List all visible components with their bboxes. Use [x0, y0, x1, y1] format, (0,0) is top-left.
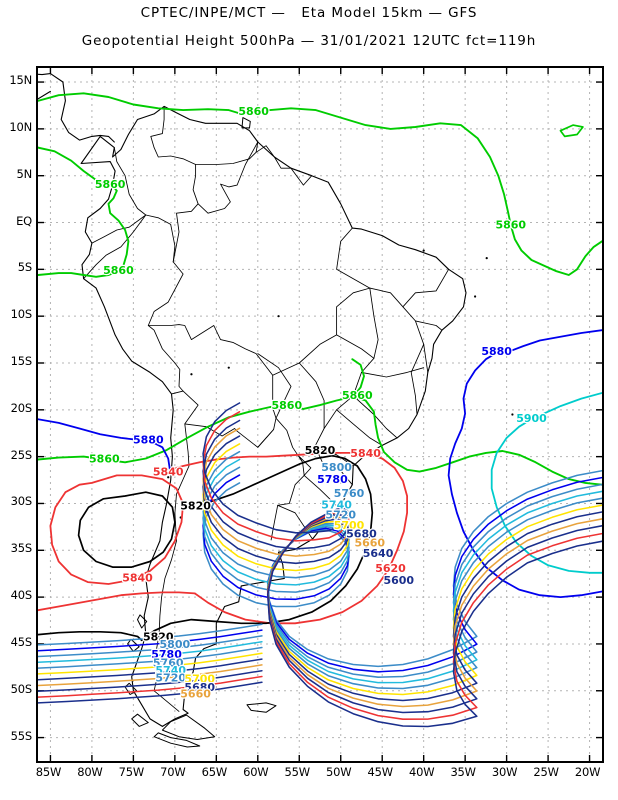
- contour-line: [351, 358, 365, 398]
- y-tick-label: 10S: [10, 307, 33, 322]
- x-tick-label: 75W: [118, 765, 145, 779]
- contour-label: 5840: [153, 466, 184, 479]
- contour-line: [38, 591, 196, 612]
- y-tick-label: 30S: [10, 494, 33, 509]
- contour-line: [490, 392, 602, 574]
- contour-label: 5660: [180, 688, 211, 701]
- x-tick-label: 40W: [408, 765, 435, 779]
- contour-label: 5720: [155, 672, 186, 685]
- y-tick-label: 10N: [9, 119, 32, 134]
- contour-labels: 5860 5860 5860 5860 5860 5860 5860 5880 5880 5900…: [88, 104, 549, 702]
- contour-label: 5740: [155, 664, 186, 677]
- contour-label: 5860: [95, 178, 126, 191]
- contour-line: [38, 681, 263, 704]
- x-tick-label: 25W: [533, 765, 559, 779]
- contour-line: [38, 92, 602, 276]
- contour-line: [38, 652, 263, 675]
- contour-label: 5860: [495, 218, 526, 231]
- contour-label: 5620: [375, 562, 406, 575]
- y-tick-label: 45S: [10, 634, 33, 649]
- contour-label: 5800: [321, 461, 352, 474]
- contour-label: 5700: [334, 519, 365, 532]
- chart-title-line-2: Geopotential Height 500hPa — 31/01/2021 …: [81, 33, 537, 49]
- contour-label: 5860: [272, 399, 303, 412]
- x-tick-label: 70W: [160, 765, 186, 779]
- contour-label: 5820: [143, 630, 174, 643]
- contour-line: [38, 669, 263, 693]
- x-tick-label: 45W: [367, 765, 394, 779]
- x-tick-label: 50W: [326, 765, 352, 779]
- contour-label: 5760: [334, 487, 365, 500]
- contour-line: [202, 402, 602, 728]
- y-tick-label: 5S: [17, 260, 32, 275]
- contour-line: [38, 629, 263, 652]
- contour-label: 5820: [305, 444, 336, 457]
- y-tick-label: 15N: [9, 73, 32, 88]
- contour-label: 5800: [160, 638, 191, 651]
- contour-label: 5660: [354, 537, 385, 550]
- x-tick-label: 80W: [77, 765, 103, 779]
- contour-line: [38, 418, 171, 471]
- x-tick-label: 30W: [491, 765, 518, 779]
- contour-label: 5880: [133, 434, 164, 447]
- contour-label: 5900: [516, 412, 547, 425]
- y-tick-label: 50S: [10, 681, 33, 696]
- x-tick-label: 20W: [574, 765, 601, 779]
- contour-line: [38, 640, 263, 664]
- contour-label: 5860: [238, 105, 269, 118]
- y-tick-label: 25S: [10, 447, 33, 462]
- y-tick-label: 5N: [16, 166, 32, 181]
- contour-line: [38, 630, 143, 642]
- x-tick-label: 35W: [450, 765, 476, 779]
- contour-label: 5640: [363, 547, 394, 560]
- map-plot-area: 5860 5860 5860 5860 5860 5860 5860 5880 5880 5900…: [36, 66, 604, 763]
- contour-label: 5860: [89, 452, 120, 465]
- contour-label: 5680: [346, 527, 377, 540]
- contour-line: [38, 664, 263, 687]
- contour-label: 5600: [383, 574, 414, 587]
- contour-label: 5840: [350, 447, 381, 460]
- coastlines-and-borders: [38, 73, 514, 748]
- contour-line: [38, 658, 263, 681]
- chart-title-line-1: CPTEC/INPE/MCT — Eta Model 15km — GFS: [140, 5, 478, 21]
- x-tick-label: 60W: [243, 765, 269, 779]
- contour-line: [38, 646, 263, 669]
- x-tick-label: 85W: [35, 765, 62, 779]
- contour-label: 5780: [151, 648, 182, 661]
- contour-label: 5700: [184, 673, 215, 686]
- y-tick-label: 55S: [10, 728, 33, 743]
- contour-label: 5820: [180, 499, 211, 512]
- y-tick-label: 35S: [10, 541, 33, 556]
- contour-lines: [38, 92, 602, 728]
- contour-line: [38, 635, 263, 658]
- contour-line: [77, 491, 176, 568]
- contour-label: 5860: [342, 389, 373, 402]
- contour-label: 5760: [153, 657, 184, 670]
- x-tick-label: 55W: [284, 765, 311, 779]
- contour-line: [38, 675, 263, 698]
- contour-line: [49, 474, 184, 585]
- contour-label: 5680: [184, 681, 215, 694]
- y-tick-label: 15S: [10, 353, 33, 368]
- contour-label: 5860: [103, 264, 134, 277]
- y-tick-label: 40S: [10, 588, 33, 603]
- contour-label: 5780: [317, 473, 348, 486]
- contour-line: [169, 452, 408, 625]
- y-tick-label: 20S: [10, 400, 33, 415]
- contour-map-svg: 5860 5860 5860 5860 5860 5860 5860 5880 5880 5900…: [38, 68, 602, 761]
- contour-label: 5720: [325, 509, 356, 522]
- contour-label: 5880: [481, 345, 512, 358]
- y-tick-label: EQ: [16, 213, 32, 228]
- contour-line: [447, 329, 602, 598]
- contour-line: [559, 124, 584, 138]
- contour-label: 5740: [321, 498, 352, 511]
- contour-line: [38, 395, 602, 486]
- contour-line: [140, 454, 374, 642]
- contour-line: [38, 146, 130, 278]
- contour-line: [38, 623, 263, 646]
- x-tick-label: 65W: [201, 765, 228, 779]
- contour-label: 5840: [122, 571, 153, 584]
